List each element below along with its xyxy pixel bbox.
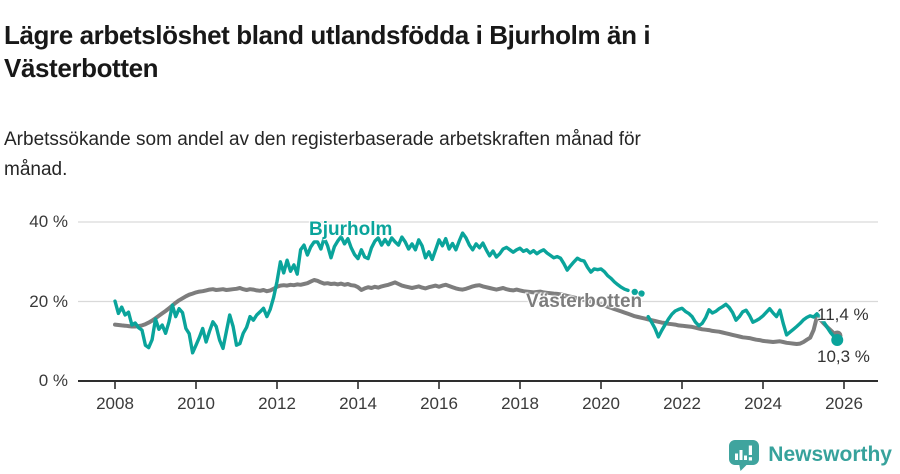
x-tick-label: 2020	[582, 394, 620, 413]
y-tick-label: 0 %	[38, 371, 68, 390]
x-tick-label: 2016	[420, 394, 458, 413]
x-tick-label: 2012	[258, 394, 296, 413]
bar-chart-speech-bubble-icon	[729, 440, 760, 471]
y-tick-label: 20 %	[29, 291, 68, 311]
x-tick-label: 2024	[744, 394, 782, 413]
y-tick-label: 40 %	[29, 212, 68, 231]
newsworthy-logo[interactable]: Newsworthy	[728, 439, 892, 471]
x-tick-label: 2026	[825, 394, 863, 413]
series-label-vasterbotten: Västerbotten	[526, 291, 643, 312]
x-tick-label: 2022	[663, 394, 701, 413]
page-subtitle: Arbetssökande som andel av den registerb…	[4, 129, 641, 180]
series-label-bjurholm: Bjurholm	[309, 219, 393, 240]
x-tick-label: 2014	[339, 394, 377, 413]
end-value-label-vasterbotten: 11,4 %	[817, 305, 869, 324]
x-tick-label: 2008	[96, 394, 134, 413]
end-value-label-bjurholm: 10,3 %	[817, 347, 870, 366]
x-tick-label: 2010	[177, 394, 215, 413]
x-tick-label: 2018	[501, 394, 539, 413]
brand-name: Newsworthy	[768, 443, 892, 466]
page-title: Lägre arbetslöshet bland utlandsfödda i …	[4, 20, 651, 84]
